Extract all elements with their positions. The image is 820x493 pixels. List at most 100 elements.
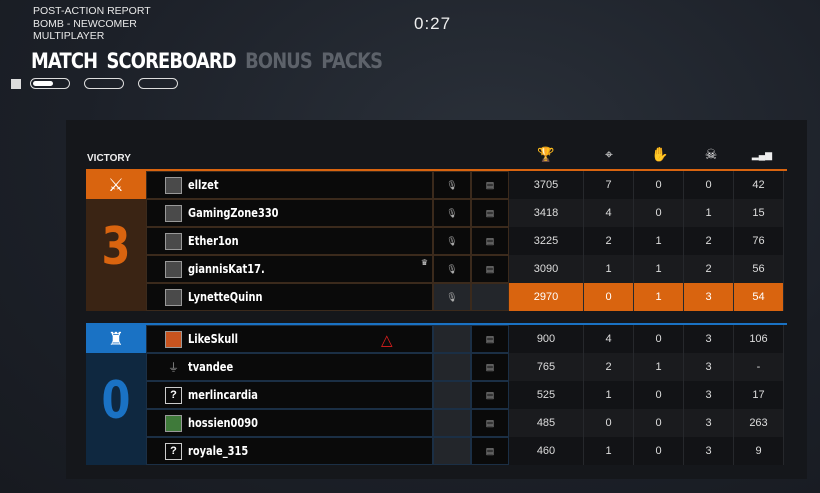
- stat-cell: 1: [584, 437, 634, 465]
- operator-avatar: [165, 204, 182, 222]
- player-name-cell[interactable]: hossien0090: [146, 409, 433, 437]
- player-name: LynetteQuinn: [188, 290, 263, 304]
- stat-cell: 1: [684, 199, 734, 227]
- tab-scoreboard[interactable]: SCOREBOARD: [106, 49, 237, 73]
- microphone-icon[interactable]: 🎙︎: [433, 255, 471, 283]
- stat-cell: 3: [684, 325, 734, 353]
- tower-icon: ♜: [86, 325, 146, 353]
- stat-cell: 1: [634, 353, 684, 381]
- chat-icon[interactable]: ▤: [471, 255, 509, 283]
- player-name-cell[interactable]: ⏚ tvandee: [146, 353, 433, 381]
- stat-cell: 1: [634, 255, 684, 283]
- mic-cell[interactable]: [433, 381, 471, 409]
- plug-icon: ⏚: [168, 362, 179, 374]
- player-name-cell[interactable]: LikeSkull △: [146, 325, 433, 353]
- tab-match[interactable]: MATCH: [31, 49, 98, 73]
- chat-icon[interactable]: ▤: [471, 227, 509, 255]
- keybind-icon: [11, 78, 21, 89]
- stat-cell: 3: [684, 353, 734, 381]
- skull-icon: ☠: [704, 146, 718, 162]
- chat-icon[interactable]: ▤: [471, 171, 509, 199]
- stat-cell: 2: [684, 255, 734, 283]
- player-row[interactable]: GamingZone330 🎙︎ ▤ 3418 4 0 1 15: [146, 199, 787, 227]
- player-name-cell[interactable]: ? merlincardia: [146, 381, 433, 409]
- page-pill-2[interactable]: [84, 78, 124, 89]
- microphone-icon[interactable]: 🎙︎: [433, 283, 471, 311]
- chat-icon[interactable]: ▤: [471, 199, 509, 227]
- stat-cell: 460: [509, 437, 584, 465]
- page-indicator: [11, 78, 178, 89]
- stat-cell: 2: [584, 227, 634, 255]
- result-label: VICTORY: [87, 153, 131, 164]
- hand-icon: ✋: [651, 146, 669, 162]
- stat-cell: 485: [509, 409, 584, 437]
- warning-triangle-icon: △: [381, 332, 393, 349]
- chat-icon[interactable]: ▤: [471, 409, 509, 437]
- player-name: ellzet: [188, 178, 219, 192]
- stat-cell: 3: [684, 409, 734, 437]
- chat-icon[interactable]: ▤: [471, 381, 509, 409]
- player-row[interactable]: ? merlincardia ▤ 525 1 0 3 17: [146, 381, 787, 409]
- unknown-avatar: ?: [165, 386, 182, 404]
- tab-packs[interactable]: PACKS: [321, 49, 383, 73]
- stat-cell: 42: [734, 171, 784, 199]
- player-row[interactable]: giannisKat17. ♛ 🎙︎ ▤ 3090 1 1 2 56: [146, 255, 787, 283]
- microphone-icon[interactable]: 🎙︎: [433, 199, 471, 227]
- microphone-icon[interactable]: 🎙︎: [433, 227, 471, 255]
- player-name: hossien0090: [188, 416, 258, 430]
- stat-cell: 4: [584, 199, 634, 227]
- stat-cell: 15: [734, 199, 784, 227]
- crown-icon: ♛: [420, 258, 428, 267]
- player-row[interactable]: ? royale_315 ▤ 460 1 0 3 9: [146, 437, 787, 465]
- chat-cell[interactable]: [471, 283, 509, 311]
- stat-cell: 1: [584, 381, 634, 409]
- stat-cell: 0: [584, 283, 634, 311]
- chat-icon[interactable]: ▤: [471, 325, 509, 353]
- microphone-icon[interactable]: 🎙︎: [433, 171, 471, 199]
- player-name: royale_315: [188, 444, 249, 458]
- player-name-cell[interactable]: LynetteQuinn: [146, 283, 433, 311]
- tab-bar: MATCH SCOREBOARD BONUS PACKS: [31, 49, 383, 73]
- signal-icon: ▂▄▆: [751, 150, 773, 160]
- stat-cell: 0: [634, 325, 684, 353]
- player-name-cell[interactable]: Ether1on: [146, 227, 433, 255]
- stat-cell: 0: [634, 437, 684, 465]
- mic-cell[interactable]: [433, 437, 471, 465]
- stat-cell: 3418: [509, 199, 584, 227]
- player-name: GamingZone330: [188, 206, 279, 220]
- operator-avatar: [165, 260, 182, 278]
- mic-cell[interactable]: [433, 409, 471, 437]
- player-row[interactable]: ⏚ tvandee ▤ 765 2 1 3-: [146, 353, 787, 381]
- player-name: giannisKat17.: [188, 262, 265, 276]
- player-row[interactable]: hossien0090 ▤ 485 0 0 3 263: [146, 409, 787, 437]
- stat-cell: 900: [509, 325, 584, 353]
- chat-icon[interactable]: ▤: [471, 437, 509, 465]
- stat-cell: 3: [684, 283, 734, 311]
- player-row[interactable]: Ether1on 🎙︎ ▤ 3225 2 1 2 76: [146, 227, 787, 255]
- mic-cell[interactable]: [433, 325, 471, 353]
- playlist: MULTIPLAYER: [33, 30, 105, 42]
- player-name-cell[interactable]: ? royale_315: [146, 437, 433, 465]
- game-mode: BOMB - NEWCOMER: [33, 17, 137, 30]
- tab-bonus[interactable]: BONUS: [245, 49, 313, 73]
- stat-cell: 54: [734, 283, 784, 311]
- operator-avatar: [165, 176, 182, 194]
- player-name-cell[interactable]: giannisKat17. ♛: [146, 255, 433, 283]
- stat-cell: 17: [734, 381, 784, 409]
- player-row[interactable]: LikeSkull △ ▤ 900 4 0 3 106: [146, 325, 787, 353]
- player-name-cell[interactable]: ellzet: [146, 171, 433, 199]
- page-pill-1[interactable]: [30, 78, 70, 89]
- chat-icon[interactable]: ▤: [471, 353, 509, 381]
- stat-cell: 0: [684, 171, 734, 199]
- player-name: Ether1on: [188, 234, 239, 248]
- player-row[interactable]: ellzet 🎙︎ ▤ 3705 7 0 0 42: [146, 171, 787, 199]
- player-name-cell[interactable]: GamingZone330: [146, 199, 433, 227]
- stat-cell: 0: [634, 199, 684, 227]
- stat-cell: 0: [634, 171, 684, 199]
- team-score: 3: [101, 217, 131, 277]
- mic-cell[interactable]: [433, 353, 471, 381]
- player-row[interactable]: LynetteQuinn 🎙︎ 2970 0 1 3 54: [146, 283, 787, 311]
- player-name: merlincardia: [188, 388, 258, 402]
- page-pill-3[interactable]: [138, 78, 178, 89]
- team-line: [86, 323, 787, 325]
